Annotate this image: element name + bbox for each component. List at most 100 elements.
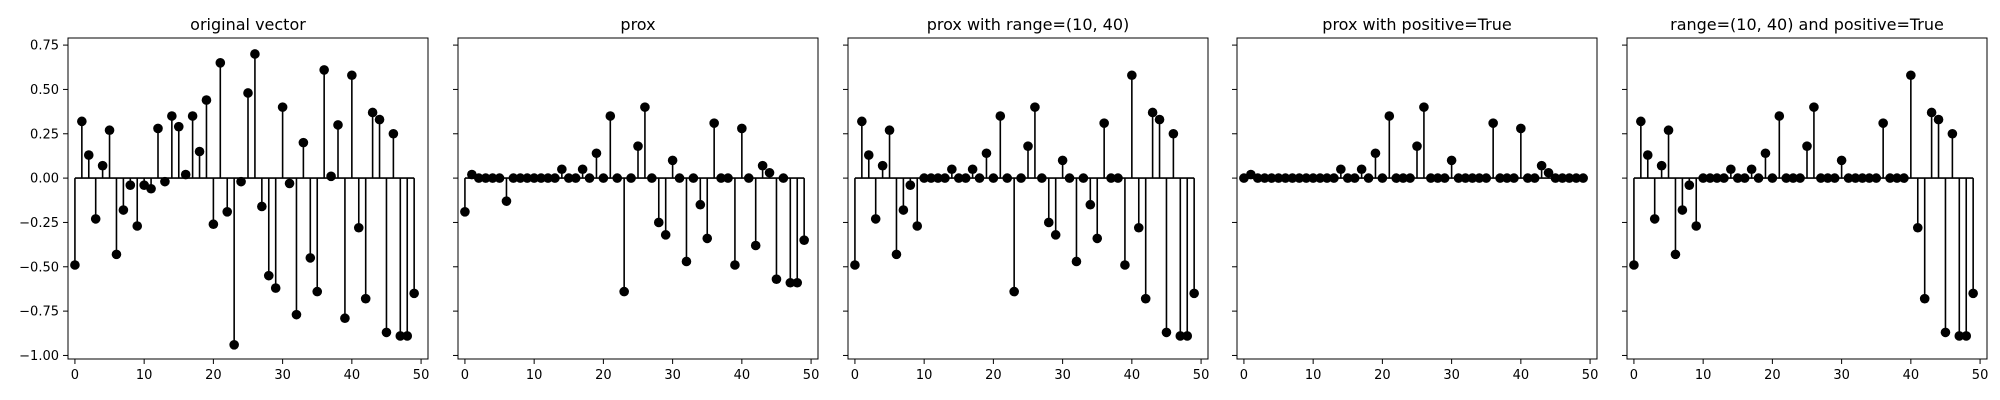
x-tick-label: 20 — [205, 368, 222, 383]
stem-marker — [340, 313, 350, 324]
stem-marker — [360, 293, 371, 304]
stem-marker — [1829, 173, 1840, 183]
stem-marker — [1030, 102, 1040, 112]
stem-marker — [912, 221, 923, 231]
stem-marker — [1349, 173, 1360, 183]
x-tick-label: 20 — [595, 368, 612, 383]
stem-marker — [850, 260, 860, 270]
panel-4: prox with positive=True 0 10 20 30 40 50 — [1232, 15, 1598, 383]
stem-marker — [277, 102, 288, 112]
stem-marker — [1398, 173, 1408, 183]
stem-marker — [1280, 173, 1291, 183]
stem-marker — [877, 160, 888, 171]
stem-marker — [960, 173, 971, 183]
stem-marker — [319, 65, 329, 75]
stem-marker — [1732, 173, 1743, 183]
stem-marker — [1161, 327, 1172, 338]
stem-marker — [70, 260, 80, 270]
stem-marker — [194, 146, 205, 157]
stem-marker — [1474, 173, 1485, 183]
stem-marker — [1636, 116, 1646, 127]
stem-marker — [974, 173, 985, 183]
stem-marker — [1536, 160, 1547, 171]
stem-marker — [1106, 173, 1116, 183]
stem-marker — [1809, 102, 1819, 112]
y-tick-label: 0.00 — [30, 172, 59, 187]
stem-marker — [395, 331, 406, 341]
stem-marker — [243, 88, 253, 98]
stem-marker — [1843, 173, 1854, 183]
stem-marker — [1788, 173, 1798, 183]
y-tick-label: −1.00 — [19, 349, 59, 364]
stem-marker — [1698, 173, 1708, 183]
x-tick-label: 0 — [461, 368, 469, 383]
stem-marker — [577, 164, 588, 175]
stem-marker — [125, 180, 136, 190]
stem-marker — [1099, 118, 1109, 128]
x-tick-label: 10 — [916, 368, 933, 383]
x-tick-label: 30 — [1054, 368, 1071, 383]
x-tick-label: 30 — [664, 368, 681, 383]
stem-marker — [146, 183, 156, 194]
stem-marker — [312, 286, 323, 297]
stem-marker — [1175, 331, 1186, 341]
stem-marker — [1342, 173, 1353, 183]
stem-marker — [201, 95, 212, 105]
stem-marker — [1140, 293, 1151, 304]
stem-marker — [367, 107, 378, 118]
stem-marker — [250, 49, 260, 59]
y-tick-label: −0.75 — [19, 305, 59, 320]
panel-title: original vector — [190, 15, 306, 34]
stem-marker — [563, 173, 574, 183]
stem-marker — [480, 173, 491, 183]
stem-marker — [612, 173, 623, 183]
stem-marker — [619, 286, 629, 297]
stem-marker — [1885, 173, 1895, 183]
stem-marker — [1120, 260, 1130, 270]
stem-marker — [988, 173, 999, 183]
stem-marker — [1301, 173, 1312, 183]
stem-marker — [1432, 173, 1443, 183]
stem-marker — [1940, 327, 1951, 338]
stem-marker — [515, 173, 526, 183]
panel-title: range=(10, 40) and positive=True — [1670, 15, 1944, 34]
stem-marker — [584, 173, 595, 183]
stem-marker — [1691, 221, 1702, 231]
stem-marker — [1899, 173, 1909, 183]
x-tick-label: 20 — [1374, 368, 1391, 383]
stem-marker — [77, 116, 87, 127]
stem-marker — [1509, 173, 1519, 183]
stem-marker — [1502, 173, 1512, 183]
stem-marker — [1705, 173, 1715, 183]
stem-marker — [473, 173, 484, 183]
stem-marker — [1016, 173, 1026, 183]
stem-marker — [1037, 173, 1047, 183]
stem-marker — [1802, 141, 1812, 151]
stem-marker — [1892, 173, 1902, 183]
x-tick-label: 0 — [1630, 368, 1638, 383]
panel-3: prox with range=(10, 40) 0 10 20 30 40 50 — [843, 15, 1209, 383]
stem-marker — [529, 173, 539, 183]
stem-marker — [298, 137, 309, 148]
stem-marker — [1377, 173, 1388, 183]
stem-marker — [347, 70, 357, 81]
stem-marker — [709, 118, 719, 128]
stem-marker — [947, 164, 957, 175]
stem-marker — [1516, 123, 1526, 134]
panel-title: prox — [620, 15, 655, 34]
stem-marker — [1753, 173, 1764, 183]
stem-marker — [229, 340, 239, 350]
stem-marker — [1050, 230, 1061, 240]
x-tick-label: 30 — [274, 368, 291, 383]
stem-marker — [1926, 107, 1937, 118]
stem-marker — [402, 331, 413, 341]
stem-marker — [1273, 173, 1284, 183]
x-tick-label: 0 — [71, 368, 79, 383]
stem-marker — [1968, 288, 1978, 299]
stem-marker — [1133, 222, 1144, 233]
x-tick-label: 50 — [1193, 368, 1210, 383]
stem-marker — [926, 173, 936, 183]
stem-marker — [284, 178, 295, 189]
y-tick-label: 0.25 — [30, 127, 59, 142]
stem-marker — [1774, 111, 1785, 121]
